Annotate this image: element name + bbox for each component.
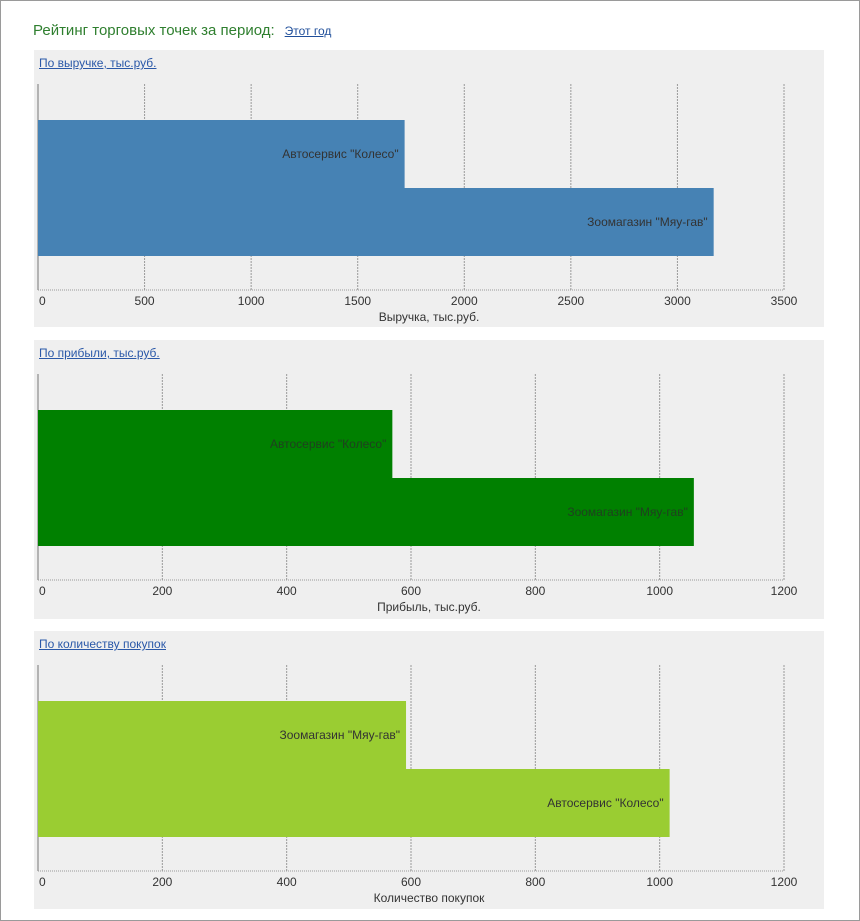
- tick-label: 600: [401, 875, 421, 889]
- tick-label: 2000: [451, 294, 478, 308]
- profit-chart-panel: По прибыли, тыс.руб. Автосервис "Колесо"…: [34, 340, 824, 619]
- bar-label: Автосервис "Колесо": [270, 437, 386, 451]
- bar[interactable]: [38, 410, 393, 478]
- tick-label: 2500: [558, 294, 585, 308]
- period-selector-link[interactable]: Этот год: [284, 24, 332, 38]
- purchases-chart-link[interactable]: По количеству покупок: [39, 637, 166, 651]
- tick-label: 800: [525, 584, 545, 598]
- tick-label: 0: [39, 294, 46, 308]
- bar[interactable]: [38, 769, 670, 837]
- tick-label: 3500: [771, 294, 798, 308]
- tick-label: 1200: [771, 875, 798, 889]
- tick-label: 400: [277, 875, 297, 889]
- tick-label: 500: [135, 294, 155, 308]
- tick-label: 0: [39, 584, 46, 598]
- tick-label: 1000: [646, 875, 673, 889]
- bar-label: Зоомагазин "Мяу-гав": [587, 215, 708, 229]
- bar-label: Автосервис "Колесо": [547, 796, 663, 810]
- purchases-chart-panel: По количеству покупок Зоомагазин "Мяу-га…: [34, 631, 824, 909]
- profit-chart-link[interactable]: По прибыли, тыс.руб.: [39, 346, 160, 360]
- tick-label: 3000: [664, 294, 691, 308]
- bar-label: Зоомагазин "Мяу-гав": [280, 728, 401, 742]
- tick-label: 1500: [344, 294, 371, 308]
- revenue-chart-link[interactable]: По выручке, тыс.руб.: [39, 56, 157, 70]
- bar-label: Зоомагазин "Мяу-гав": [567, 505, 688, 519]
- tick-label: 0: [39, 875, 46, 889]
- tick-label: 1000: [646, 584, 673, 598]
- tick-label: 200: [152, 584, 172, 598]
- x-axis-title: Количество покупок: [374, 891, 486, 905]
- tick-label: 1000: [238, 294, 265, 308]
- bar[interactable]: [38, 478, 694, 546]
- bar[interactable]: [38, 188, 714, 256]
- bar-label: Автосервис "Колесо": [282, 147, 398, 161]
- profit-chart: Автосервис "Колесо" Зоомагазин "Мяу-гав" 0…: [37, 374, 798, 614]
- bar[interactable]: [38, 701, 407, 769]
- tick-label: 400: [277, 584, 297, 598]
- tick-label: 1200: [771, 584, 798, 598]
- revenue-chart-panel: По выручке, тыс.руб. Автосервис "Колесо"…: [34, 50, 824, 327]
- page-header: Рейтинг торговых точек за период: Этот г…: [33, 22, 331, 42]
- purchases-chart: Зоомагазин "Мяу-гав" Автосервис "Колесо" 0…: [37, 665, 798, 905]
- x-axis-title: Выручка, тыс.руб.: [379, 310, 480, 324]
- tick-label: 200: [152, 875, 172, 889]
- page-title: Рейтинг торговых точек за период:: [33, 22, 275, 39]
- bar[interactable]: [38, 120, 405, 188]
- tick-label: 600: [401, 584, 421, 598]
- revenue-chart: Автосервис "Колесо" Зоомагазин "Мяу-гав" 0…: [37, 84, 798, 324]
- tick-label: 800: [525, 875, 545, 889]
- x-axis-title: Прибыль, тыс.руб.: [377, 600, 481, 614]
